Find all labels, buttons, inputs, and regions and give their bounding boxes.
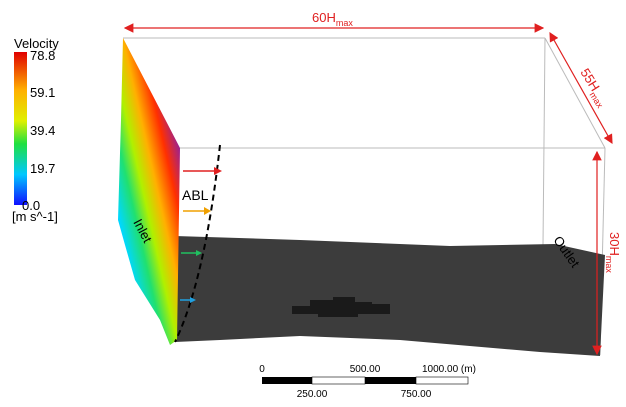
height-sub: max: [604, 256, 614, 274]
legend-tick: 59.1: [30, 85, 55, 100]
scale-label: 250.00: [297, 389, 328, 400]
scale-label: 1000.00 (m): [422, 364, 476, 375]
height-label: 30Hmax: [604, 232, 622, 273]
length-sub: max: [336, 18, 354, 28]
legend-tick: 19.7: [30, 161, 55, 176]
inlet-face: [118, 38, 180, 345]
legend-tick: 39.4: [30, 123, 55, 138]
legend: Velocity 78.8 59.1 39.4 19.7 0.0 [m s^-1…: [12, 36, 59, 224]
width-sub: max: [588, 90, 606, 110]
scale-label: 750.00: [401, 389, 432, 400]
scale-label: 0: [259, 364, 265, 375]
scale-label: 500.00: [350, 364, 381, 375]
scale-bar: 0 500.00 1000.00 (m) 250.00 750.00: [259, 364, 476, 400]
legend-unit: [m s^-1]: [12, 209, 58, 224]
length-main: 60H: [312, 10, 336, 25]
cfd-domain: Velocity 78.8 59.1 39.4 19.7 0.0 [m s^-1…: [0, 0, 626, 407]
terrain: [175, 236, 605, 356]
legend-tick: 78.8: [30, 48, 55, 63]
height-main: 30H: [607, 232, 622, 256]
length-label: 60Hmax: [312, 10, 353, 28]
color-bar: [14, 52, 27, 205]
abl-label: ABL: [182, 187, 209, 203]
